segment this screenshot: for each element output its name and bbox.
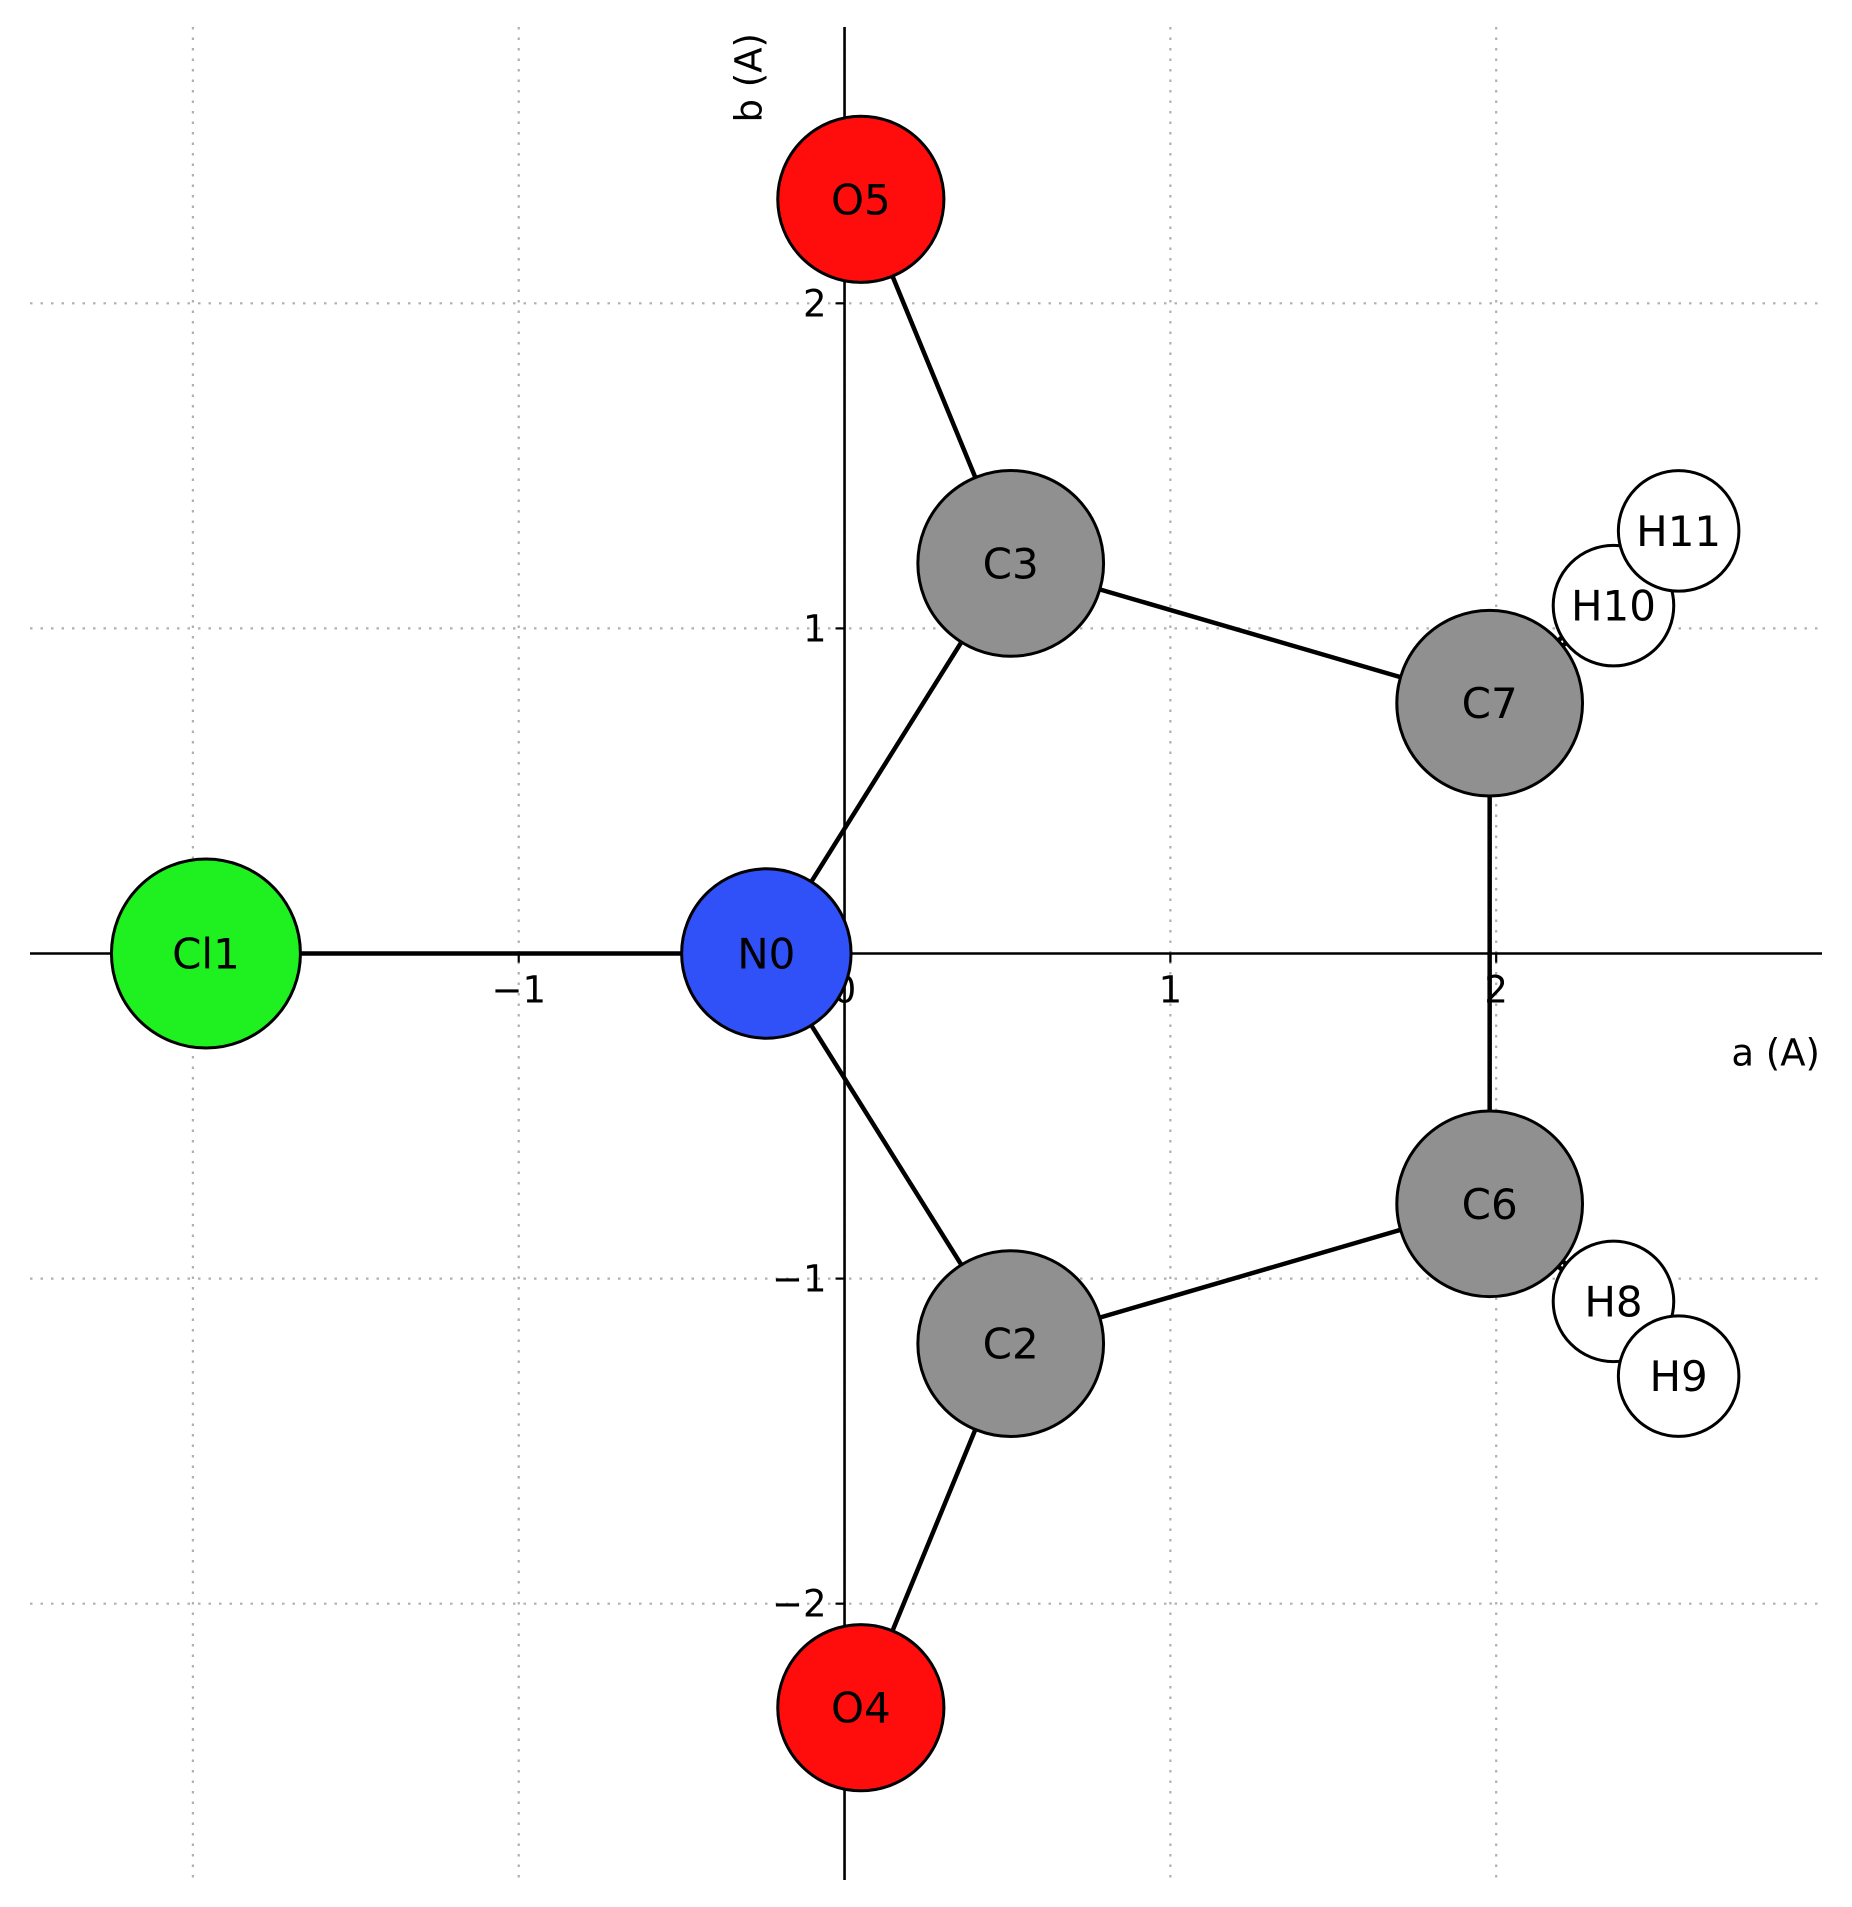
atom-c3: C3	[916, 469, 1106, 658]
atom-label-c3: C3	[983, 539, 1039, 588]
atom-label-h8: H8	[1584, 1277, 1642, 1326]
atom-n0: N0	[680, 867, 853, 1040]
atom-h9: H9	[1616, 1314, 1741, 1438]
atom-marker-h9	[1616, 1314, 1741, 1438]
y-tick-label: 2	[803, 282, 827, 325]
atom-o4: O4	[776, 1623, 946, 1793]
atom-c7: C7	[1395, 608, 1585, 798]
atom-marker-o4	[776, 1623, 946, 1793]
y-tick-label: 1	[803, 607, 827, 650]
atom-c2: C2	[916, 1249, 1106, 1438]
atom-label-c6: C6	[1462, 1180, 1518, 1229]
atom-o5: O5	[776, 114, 946, 284]
atom-marker-h11	[1616, 469, 1741, 593]
atom-marker-c2	[916, 1249, 1106, 1438]
atom-h11: H11	[1616, 469, 1741, 593]
atom-marker-cl1	[109, 857, 302, 1050]
atom-marker-c7	[1395, 608, 1585, 798]
atom-label-h11: H11	[1636, 507, 1721, 556]
atom-label-cl1: Cl1	[172, 930, 240, 979]
atom-label-h9: H9	[1649, 1352, 1707, 1401]
atom-marker-o5	[776, 114, 946, 284]
atom-label-c7: C7	[1462, 679, 1518, 728]
y-tick-label: −1	[772, 1258, 827, 1301]
atom-label-c2: C2	[983, 1320, 1039, 1369]
x-tick-label: 1	[1159, 969, 1183, 1012]
atom-marker-n0	[680, 867, 853, 1040]
atom-marker-c3	[916, 469, 1106, 658]
atom-cl1: Cl1	[109, 857, 302, 1050]
atom-label-h10: H10	[1571, 582, 1656, 631]
atom-label-o4: O4	[831, 1684, 891, 1733]
atom-label-o5: O5	[831, 175, 891, 224]
atom-label-n0: N0	[737, 930, 795, 979]
y-axis-label: b (A)	[728, 33, 771, 122]
x-tick-label: −1	[491, 969, 546, 1012]
x-axis-label: a (A)	[1731, 1032, 1820, 1075]
atom-marker-c6	[1395, 1109, 1585, 1299]
y-tick-label: −2	[772, 1583, 827, 1626]
atom-c6: C6	[1395, 1109, 1585, 1299]
